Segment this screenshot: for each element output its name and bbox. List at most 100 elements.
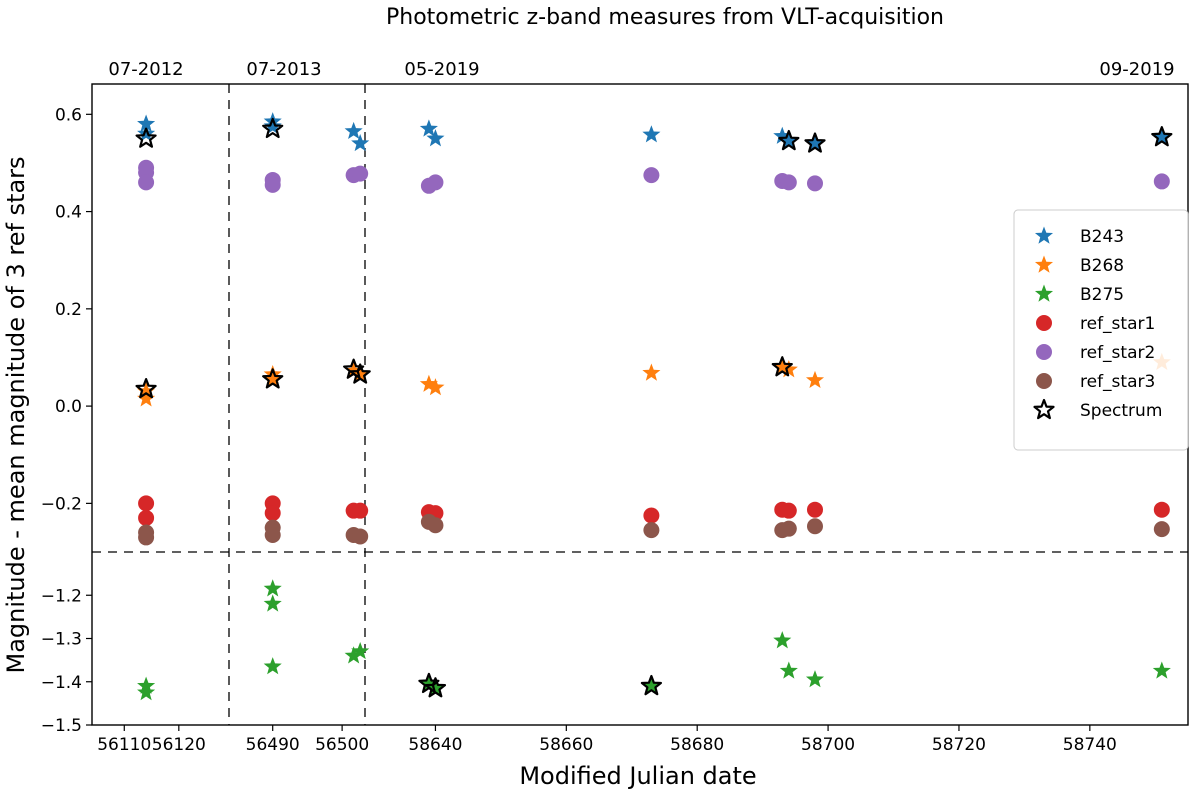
point-spectrum (135, 377, 157, 399)
legend-label-b268: B268 (1080, 256, 1124, 276)
point-ref-star1 (643, 507, 660, 524)
point-b243 (426, 129, 445, 147)
x-axis-label: Modified Julian date (519, 762, 756, 790)
point-spectrum (771, 356, 793, 377)
x-tick-label: 56500 (315, 735, 369, 755)
point-b275 (351, 641, 370, 660)
point-b243 (137, 124, 156, 142)
point-b268 (419, 374, 438, 392)
point-ref-star2 (806, 175, 823, 192)
point-spectrum (424, 677, 447, 698)
legend-marker-spectrum (1033, 398, 1055, 420)
point-b275 (263, 579, 282, 597)
point-b268 (642, 363, 661, 381)
y-tick-label: 0.2 (55, 300, 82, 320)
point-b275 (805, 670, 825, 688)
point-ref-star3 (1153, 521, 1170, 538)
y-tick-label: −1.4 (41, 673, 82, 693)
point-spectrum (262, 117, 284, 139)
y-tick-label: 0.4 (55, 203, 82, 223)
point-ref-star3 (427, 517, 444, 534)
point-ref-star1 (780, 502, 797, 519)
point-ref-star1 (806, 501, 823, 518)
point-ref-star3 (780, 520, 797, 537)
point-spectrum (262, 368, 284, 389)
point-b275 (1152, 661, 1171, 679)
point-b275 (137, 683, 156, 701)
y-tick-label: 0.0 (55, 397, 82, 417)
point-b268 (773, 356, 792, 374)
legend-marker-ref-star2 (1036, 344, 1052, 360)
x-tick-label: 58720 (932, 735, 986, 755)
point-b275 (426, 678, 445, 696)
legend-label-ref-star2: ref_star2 (1080, 343, 1155, 363)
legend-marker-b243 (1034, 226, 1054, 244)
legend-marker-b268 (1034, 255, 1054, 273)
legend-label-b275: B275 (1080, 285, 1124, 305)
point-b243 (805, 133, 825, 152)
point-b275 (779, 661, 798, 679)
point-ref-star1 (138, 509, 155, 526)
y-tick-label: −1.3 (41, 630, 82, 650)
point-b243 (137, 114, 156, 132)
legend-label-ref-star3: ref_star3 (1080, 372, 1155, 392)
point-spectrum (804, 132, 826, 153)
x-tick-label: 56120 (152, 735, 206, 755)
point-b268 (805, 370, 825, 389)
point-b268 (137, 389, 156, 407)
point-ref-star3 (643, 522, 660, 539)
y-tick-label: −1.5 (41, 716, 82, 736)
epoch-label-2: 07-2013 (246, 59, 321, 80)
x-tick-label: 58700 (801, 735, 855, 755)
point-b275 (642, 676, 661, 694)
point-b268 (426, 378, 445, 396)
x-tick-label: 58640 (408, 735, 462, 755)
point-b243 (773, 126, 792, 144)
point-ref-star2 (1153, 173, 1170, 190)
x-tick-label: 58680 (670, 735, 724, 755)
y-tick-label: 0.6 (55, 105, 82, 125)
point-b243 (1152, 127, 1171, 145)
point-ref-star3 (138, 529, 155, 546)
point-b243 (351, 133, 370, 152)
point-ref-star1 (1153, 501, 1170, 518)
point-spectrum (1151, 126, 1173, 147)
plot-area: −0.2 0.0 0.2 0.4 0.6 −1.5 −1.4 −1.3 −1.2 56110 561… (41, 83, 1189, 755)
legend-label-ref-star1: ref_star1 (1080, 314, 1155, 334)
point-ref-star2 (138, 174, 155, 191)
point-b243 (779, 131, 798, 149)
point-b275 (773, 631, 792, 649)
point-b275 (263, 657, 282, 675)
point-ref-star2 (352, 165, 369, 182)
point-b268 (779, 360, 798, 378)
chart-title: Photometric z-band measures from VLT-acq… (386, 5, 944, 30)
point-spectrum (778, 129, 800, 151)
point-ref-star2 (427, 174, 444, 191)
point-b243 (419, 119, 438, 137)
legend-label-spectrum: Spectrum (1080, 401, 1162, 421)
point-ref-star2 (780, 174, 797, 191)
x-tick-label: 58660 (539, 735, 593, 755)
point-b268 (263, 369, 282, 388)
legend-label-b243: B243 (1080, 227, 1124, 247)
point-ref-star3 (352, 528, 369, 545)
x-tick-label: 56110 (97, 735, 151, 755)
y-tick-label: −1.2 (41, 586, 82, 606)
point-b243 (642, 125, 661, 143)
epoch-label-1: 07-2012 (108, 59, 183, 80)
point-b275 (419, 674, 438, 692)
y-axis-label: Magnitude - mean magnitude of 3 ref star… (2, 156, 30, 673)
point-b268 (351, 364, 370, 383)
point-ref-star1 (352, 502, 369, 519)
point-b243 (344, 121, 363, 140)
x-tick-label: 56490 (246, 735, 300, 755)
epoch-label-4: 09-2019 (1099, 59, 1174, 80)
point-b243 (263, 116, 282, 135)
point-ref-star3 (806, 518, 823, 535)
point-spectrum (640, 674, 662, 696)
point-ref-star1 (138, 495, 155, 512)
point-b275 (263, 594, 282, 612)
point-spectrum (349, 363, 371, 384)
legend-marker-b275 (1034, 284, 1054, 302)
